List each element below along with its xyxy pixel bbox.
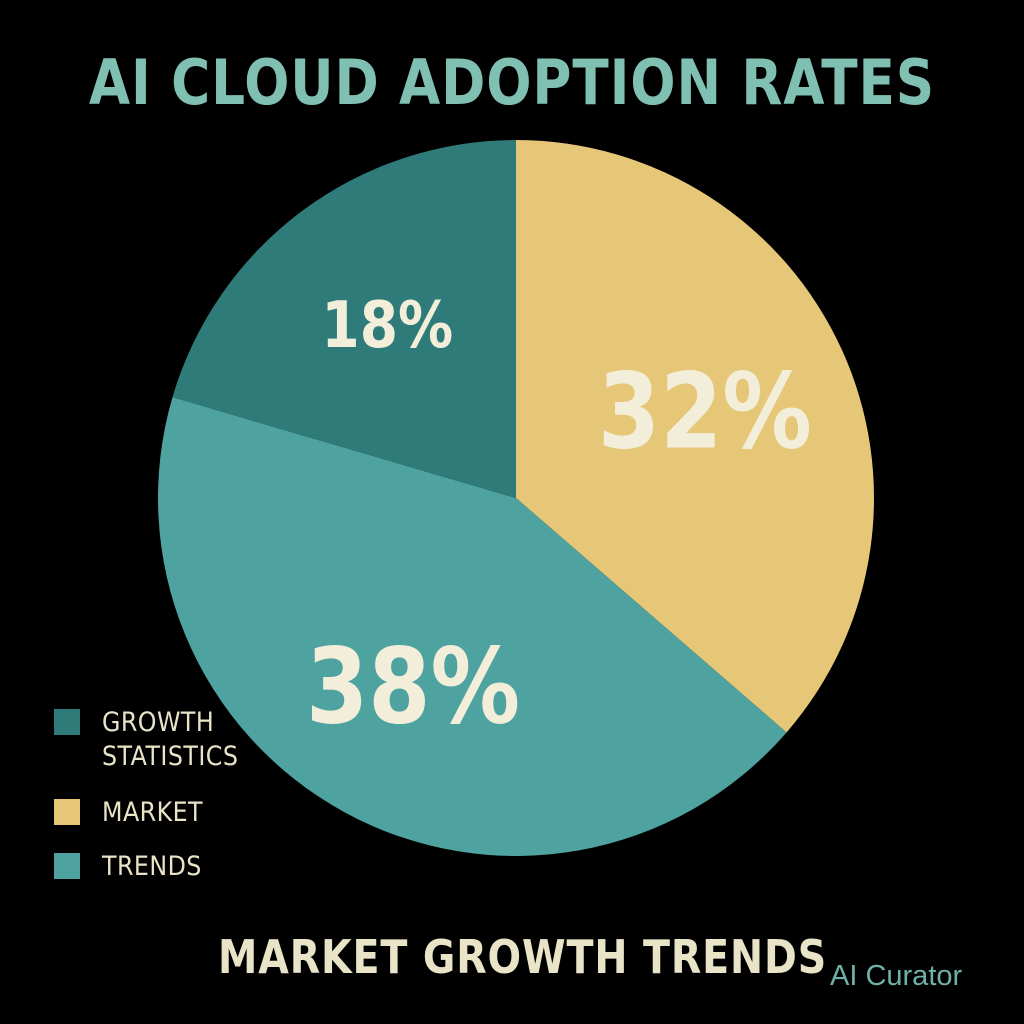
legend-item-market: MARKET xyxy=(54,796,284,830)
pie-slice-label: 38% xyxy=(306,626,520,747)
watermark: AI Curator xyxy=(830,960,963,992)
pie-slice-32 xyxy=(516,140,874,733)
legend-item-trends: TRENDS xyxy=(54,850,284,884)
pie-slice-label: 32% xyxy=(598,351,812,472)
legend-label: GROWTH STATISTICS xyxy=(102,707,239,772)
pie-slice-38 xyxy=(157,397,787,857)
chart-title: AI CLOUD ADOPTION RATES xyxy=(88,46,936,119)
pie-slice-18 xyxy=(172,140,516,498)
pie-slice-label: 18% xyxy=(321,289,453,363)
legend-item-growth-statistics: GROWTH STATISTICS xyxy=(54,706,284,774)
legend-label: TRENDS xyxy=(102,851,202,882)
legend-swatch xyxy=(54,853,80,879)
legend-swatch xyxy=(54,799,80,825)
legend-swatch xyxy=(54,709,80,735)
chart-subtitle: MARKET GROWTH TRENDS xyxy=(218,930,828,984)
legend-label: MARKET xyxy=(102,797,204,828)
legend: GROWTH STATISTICS MARKET TRENDS xyxy=(54,706,284,904)
